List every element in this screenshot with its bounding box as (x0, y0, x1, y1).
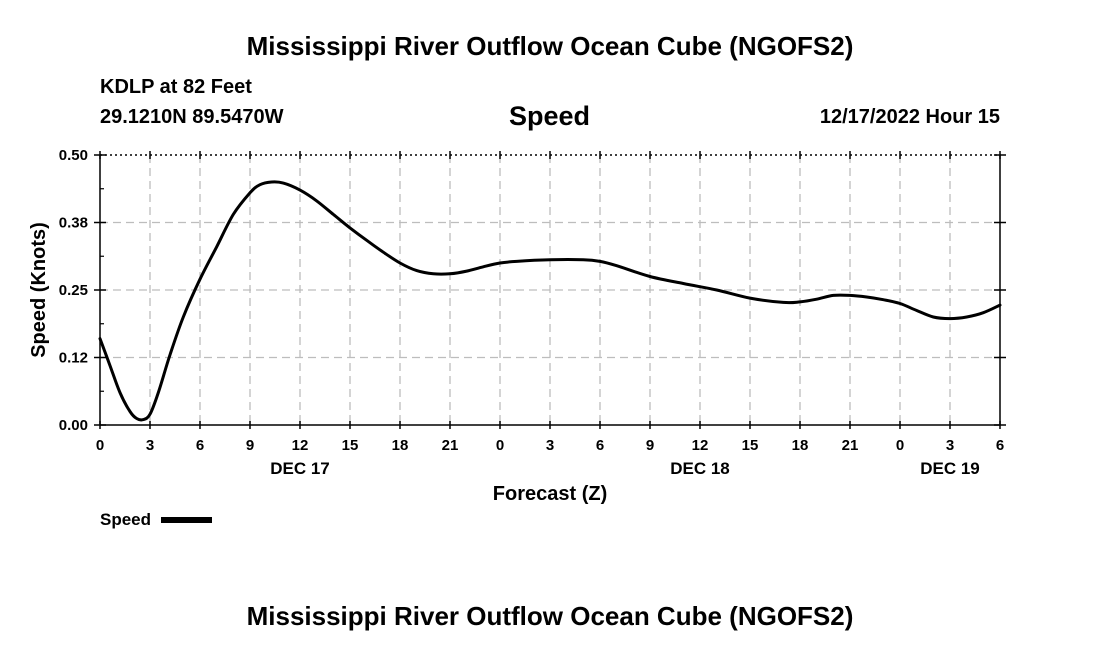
x-tick-label: 18 (392, 437, 409, 454)
x-tick-label: 0 (896, 437, 904, 454)
x-tick-label: 12 (692, 437, 709, 454)
y-tick-label: 0.25 (59, 282, 88, 299)
x-tick-label: 6 (996, 437, 1004, 454)
x-tick-label: 18 (792, 437, 809, 454)
axis-labels: 0 3 6 9 12 15 18 21 0 3 6 9 12 15 18 21 0 3 6 0.00 0.12 0.25 0… (28, 147, 1004, 505)
legend-swatch (161, 517, 212, 523)
date-label: DEC 17 (270, 459, 330, 478)
date-label: DEC 19 (920, 459, 980, 478)
variable-title: Speed (509, 101, 591, 131)
station-coordinates: 29.1210N 89.5470W (100, 106, 284, 128)
date-label: DEC 18 (670, 459, 730, 478)
speed-series-line (98, 180, 1002, 422)
series-layer (98, 180, 1002, 422)
y-tick-label: 0.12 (59, 350, 88, 367)
y-tick-label: 0.38 (59, 215, 88, 232)
axes (94, 151, 1006, 429)
x-tick-label: 9 (646, 437, 654, 454)
x-tick-label: 15 (342, 437, 359, 454)
station-label: KDLP at 82 Feet (100, 76, 252, 98)
footer-title: Mississippi River Outflow Ocean Cube (NG… (246, 601, 854, 631)
x-axis-title: Forecast (Z) (493, 483, 607, 505)
x-tick-label: 21 (842, 437, 859, 454)
x-tick-label: 21 (442, 437, 459, 454)
forecast-datetime: 12/17/2022 Hour 15 (819, 106, 1000, 128)
chart-title: Mississippi River Outflow Ocean Cube (NG… (246, 31, 854, 61)
grid (100, 154, 1000, 425)
x-tick-label: 9 (246, 437, 254, 454)
x-tick-label: 12 (292, 437, 309, 454)
x-tick-label: 3 (146, 437, 154, 454)
x-tick-label: 3 (946, 437, 954, 454)
y-axis-title: Speed (Knots) (28, 222, 50, 358)
y-tick-label: 0.50 (59, 147, 88, 164)
x-tick-label: 0 (496, 437, 504, 454)
x-tick-label: 15 (742, 437, 759, 454)
x-tick-label: 6 (196, 437, 204, 454)
x-tick-label: 0 (96, 437, 104, 454)
x-tick-label: 6 (596, 437, 604, 454)
y-tick-label: 0.00 (59, 417, 88, 434)
x-tick-label: 3 (546, 437, 554, 454)
legend-label: Speed (100, 510, 152, 529)
